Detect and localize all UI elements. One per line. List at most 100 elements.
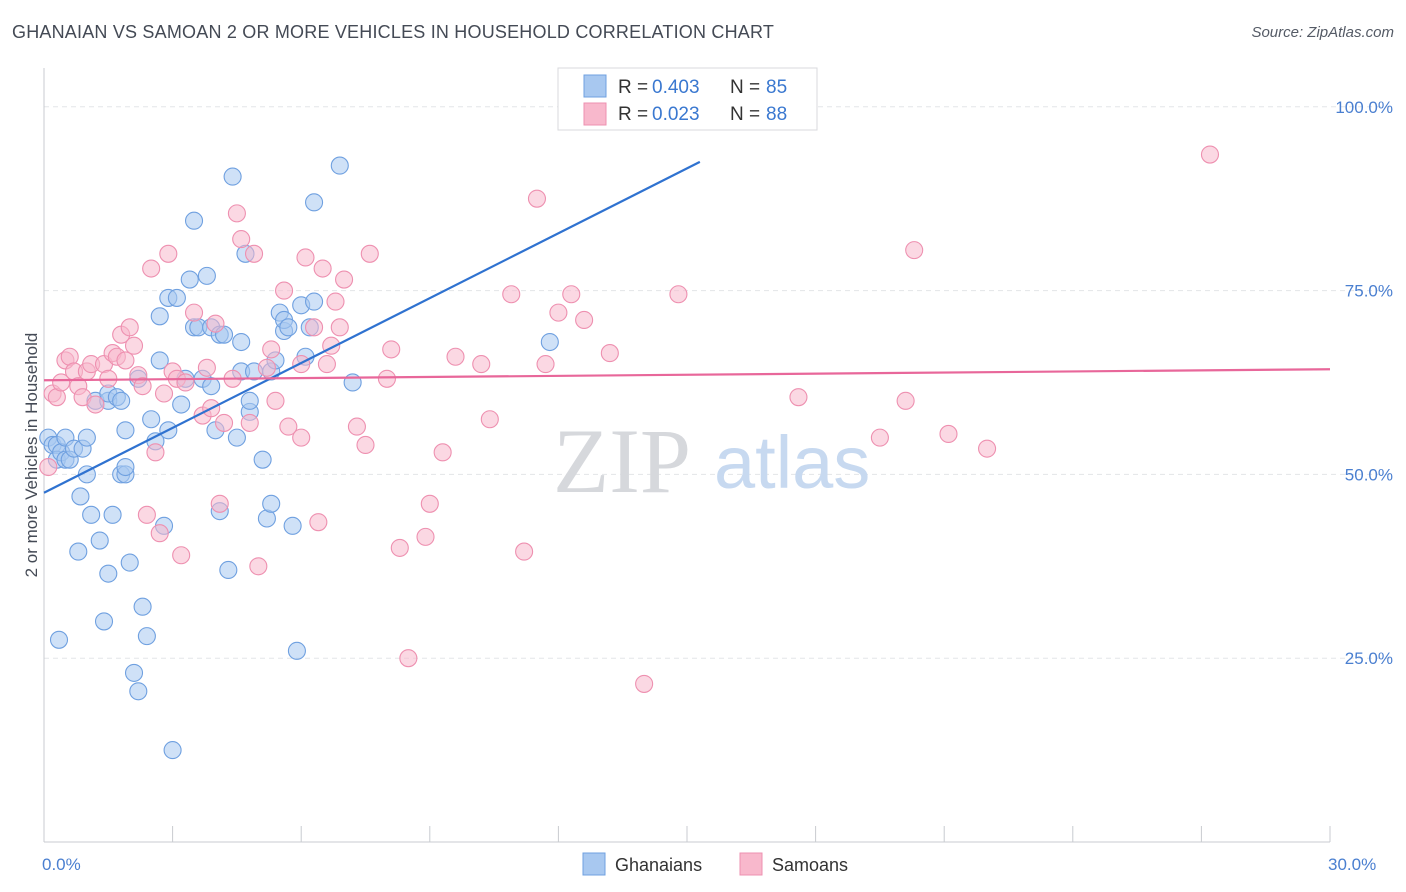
data-point (150, 351, 169, 370)
data-point (142, 259, 161, 278)
data-point (896, 391, 915, 410)
y-tick-labels: 25.0% 50.0% 75.0% 100.0% (1335, 98, 1393, 668)
data-point (240, 391, 259, 410)
data-point (330, 156, 349, 175)
data-point (939, 424, 958, 443)
data-point (210, 494, 229, 513)
bottom-legend-swatch-ghanaians (582, 852, 606, 876)
data-point (142, 410, 161, 429)
data-point (77, 428, 96, 447)
data-point (214, 413, 234, 432)
data-point (382, 340, 401, 359)
data-point (1200, 145, 1220, 164)
data-point (480, 410, 499, 429)
data-point (562, 285, 581, 304)
data-point (227, 204, 246, 223)
data-point (137, 505, 156, 524)
data-point (219, 560, 238, 580)
data-point (154, 384, 174, 403)
legend-n-label: N = (730, 104, 760, 125)
data-point (360, 244, 379, 263)
bottom-legend-swatch-samoans (739, 852, 763, 876)
trend-line (43, 160, 701, 494)
data-point (112, 391, 131, 410)
data-point (292, 428, 311, 447)
data-point (86, 395, 105, 414)
data-point (223, 167, 242, 186)
data-point (309, 513, 328, 532)
data-point (446, 347, 465, 366)
data-point (227, 428, 246, 447)
data-point (527, 189, 547, 208)
data-point (502, 285, 521, 304)
y-tick-label: 25.0% (1345, 649, 1393, 668)
series-ghanaians (39, 156, 559, 760)
data-point (120, 318, 139, 337)
data-point (82, 505, 101, 524)
data-point (94, 612, 114, 631)
data-point (416, 527, 435, 546)
data-point (90, 531, 109, 550)
data-point (420, 494, 439, 513)
data-point (870, 428, 889, 447)
data-point (172, 546, 191, 565)
data-point (244, 244, 264, 263)
source-label: Source: ZipAtlas.com (1251, 24, 1394, 41)
legend-n-value: 88 (766, 104, 787, 125)
legend-swatch-ghanaians (583, 74, 607, 98)
data-point (129, 682, 148, 701)
axes (43, 68, 1331, 843)
data-point (69, 542, 88, 561)
data-point (287, 641, 306, 660)
data-point (600, 344, 619, 363)
legend-n-value: 85 (766, 77, 787, 98)
data-point (789, 388, 808, 407)
legend-r-label: R = (618, 77, 648, 98)
bottom-legend-ghanaians: Ghanaians (615, 855, 702, 875)
data-point (116, 421, 135, 440)
data-point (279, 417, 298, 436)
data-point (253, 450, 272, 469)
data-point (150, 307, 169, 326)
trend-lines (43, 160, 1331, 494)
data-point (71, 487, 90, 506)
legend-r-value: 0.023 (652, 104, 700, 125)
data-point (317, 355, 336, 374)
bottom-legend: Ghanaians Samoans (582, 852, 848, 876)
x-tick-min: 0.0% (42, 855, 81, 874)
data-point (347, 417, 366, 436)
data-point (399, 649, 418, 668)
data-point (197, 266, 216, 285)
watermark: ZIP atlas (553, 410, 870, 512)
trend-line (43, 368, 1331, 382)
data-point (390, 538, 409, 557)
data-point (124, 336, 144, 355)
data-point (172, 395, 191, 414)
data-point (266, 391, 285, 410)
data-point (240, 413, 259, 432)
data-point (202, 377, 221, 396)
data-point (124, 663, 144, 682)
data-point (103, 505, 122, 524)
data-point (279, 318, 298, 337)
y-tick-label: 100.0% (1335, 98, 1393, 117)
data-point (330, 318, 349, 337)
data-point (39, 457, 58, 477)
data-point (356, 435, 375, 455)
data-point (184, 303, 204, 322)
data-point (232, 230, 251, 249)
data-point (635, 674, 654, 693)
y-axis-label: 2 or more Vehicles in Household (22, 333, 41, 578)
data-point (180, 270, 199, 289)
data-point (150, 524, 169, 543)
data-point (232, 332, 251, 352)
data-point (133, 377, 152, 396)
data-point (433, 443, 452, 462)
y-tick-label: 75.0% (1345, 282, 1393, 301)
legend-n-label: N = (730, 77, 760, 98)
x-tick-max: 30.0% (1328, 855, 1376, 874)
y-tick-label: 50.0% (1345, 465, 1393, 484)
data-point (905, 241, 924, 260)
data-point (137, 627, 156, 646)
